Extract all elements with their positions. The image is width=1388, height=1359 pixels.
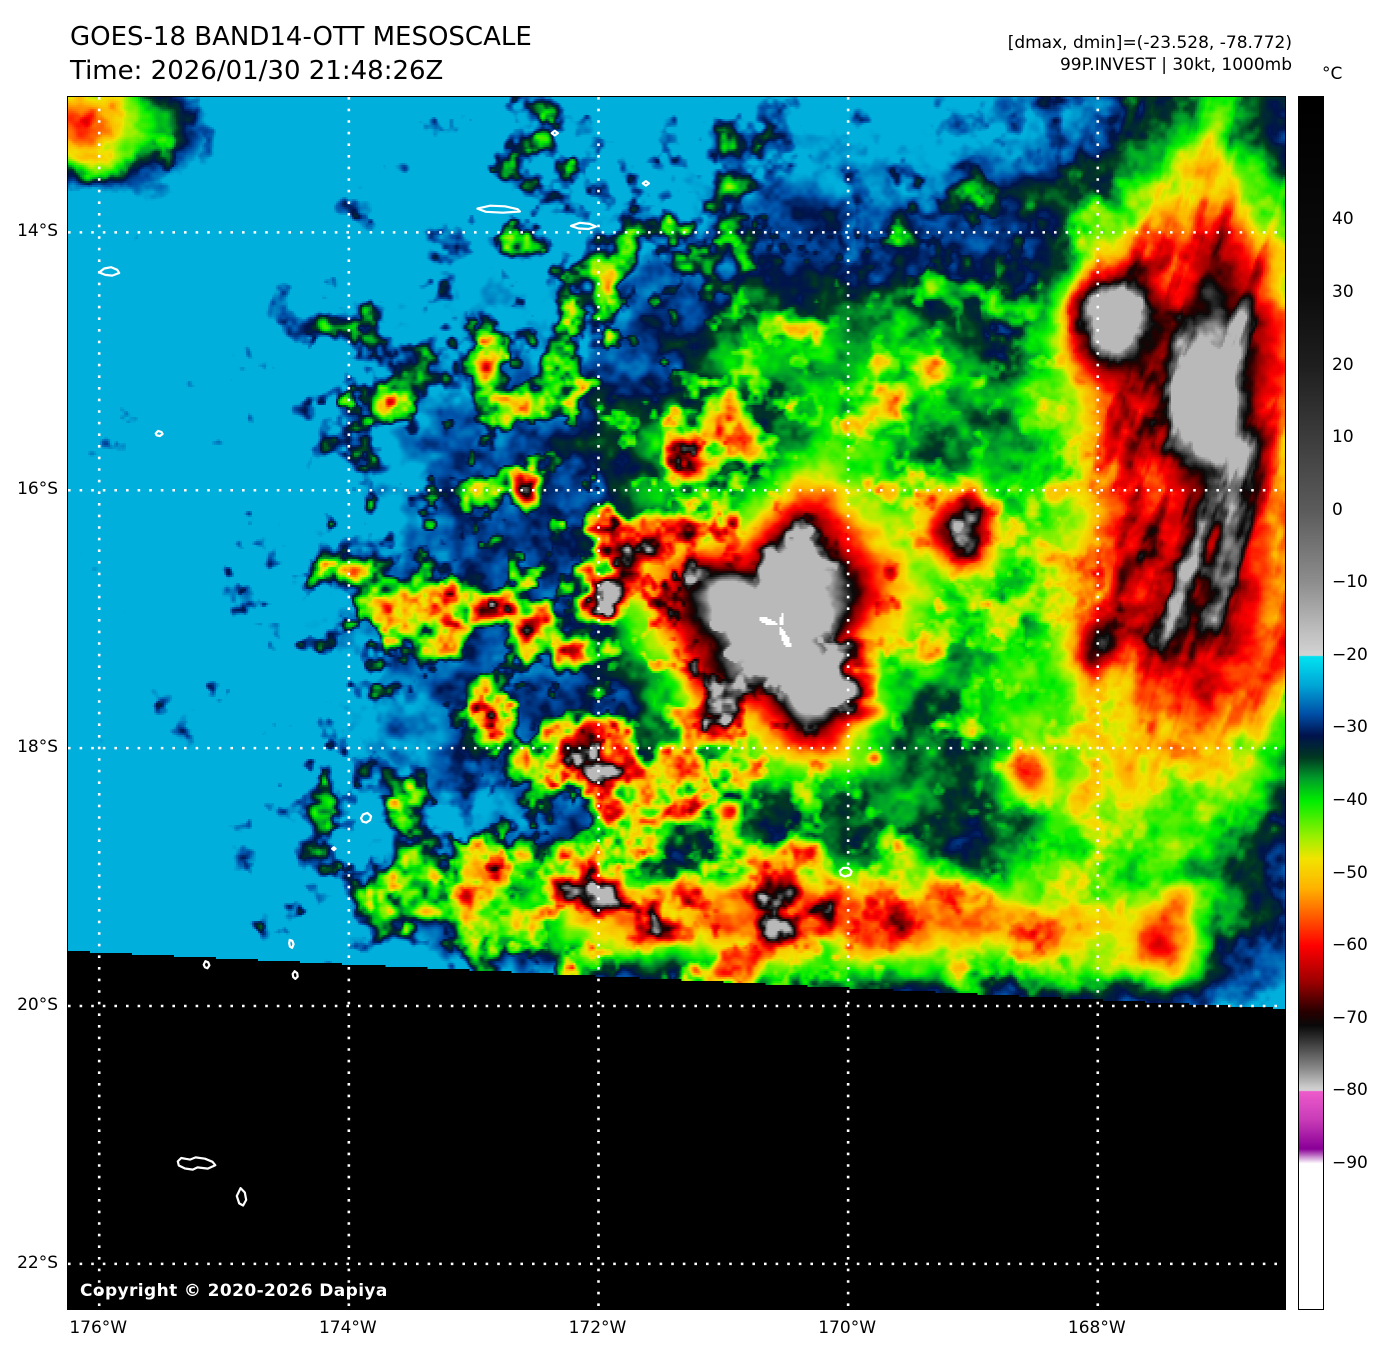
y-tick-2: 18°S	[17, 737, 99, 757]
colorbar-tick-2: 20	[1332, 354, 1354, 375]
satellite-image-plot[interactable]: Copyright © 2020-2026 Dapiya	[67, 96, 1286, 1310]
colorbar-unit-label: °C	[1322, 64, 1343, 84]
island-tiny-top-coastline	[550, 129, 559, 137]
island-tiny-n3-coastline	[641, 179, 651, 187]
island-group-n2-coastline	[569, 221, 598, 231]
island-e-coastline	[838, 866, 853, 878]
x-tick-3: 170°W	[818, 1318, 877, 1338]
colorbar-tick-0: 40	[1332, 209, 1354, 230]
island-tiny-mid2-coastline	[331, 846, 337, 852]
coastline-overlay	[98, 129, 853, 1207]
colorbar-tick-12: −80	[1332, 1080, 1368, 1101]
satellite-imagery-canvas	[68, 97, 1285, 1309]
colorbar-tick-8: −40	[1332, 789, 1368, 810]
y-tick-label: 16°S	[17, 479, 58, 500]
island-small-w-coastline	[154, 429, 164, 438]
timestamp-label: Time: 2026/01/30 21:48:26Z	[70, 56, 444, 86]
y-tick-4: 22°S	[17, 1253, 99, 1273]
x-tick-1: 174°W	[318, 1318, 377, 1338]
island-s5-coastline	[235, 1186, 248, 1207]
colorbar-tick-11: −70	[1332, 1007, 1368, 1028]
y-tick-1: 16°S	[17, 479, 99, 499]
island-group-n1-coastline	[476, 204, 521, 214]
metadata-block: [dmax, dmin]=(-23.528, -78.772) 99P.INVE…	[1008, 32, 1292, 76]
y-tick-label: 14°S	[17, 221, 58, 242]
graticule-overlay	[68, 97, 1285, 1309]
island-s2-coastline	[288, 938, 295, 950]
plot-inner	[68, 97, 1285, 1309]
colorbar-tick-3: 10	[1332, 427, 1354, 448]
y-tick-0: 14°S	[17, 221, 99, 241]
copyright-label: Copyright © 2020-2026 Dapiya	[80, 1281, 388, 1301]
x-tick-0: 176°W	[69, 1318, 128, 1338]
title-block: GOES-18 BAND14-OTT MESOSCALE Time: 2026/…	[70, 20, 532, 88]
island-s3-coastline	[291, 970, 299, 981]
island-group-nw-coastline	[98, 266, 121, 277]
x-tick-4: 168°W	[1067, 1318, 1126, 1338]
colorbar-tick-5: −10	[1332, 572, 1368, 593]
colorbar[interactable]	[1298, 96, 1324, 1310]
y-tick-label: 22°S	[17, 1252, 58, 1273]
island-mid-coastline	[359, 811, 373, 824]
y-tick-label: 20°S	[17, 995, 58, 1015]
colorbar-tick-13: −90	[1332, 1152, 1368, 1173]
data-minmax-label: [dmax, dmin]=(-23.528, -78.772)	[1007, 33, 1292, 53]
island-s4-coastline	[176, 1156, 217, 1171]
page-title: GOES-18 BAND14-OTT MESOSCALE	[70, 22, 532, 52]
x-tick-2: 172°W	[568, 1318, 627, 1338]
colorbar-tick-9: −50	[1332, 862, 1368, 883]
colorbar-tick-7: −30	[1332, 717, 1368, 738]
colorbar-gradient	[1299, 97, 1323, 1309]
storm-info-label: 99P.INVEST | 30kt, 1000mb	[1059, 55, 1292, 75]
colorbar-tick-4: 0	[1332, 499, 1343, 520]
y-tick-3: 20°S	[17, 995, 99, 1015]
y-tick-label: 18°S	[17, 737, 58, 758]
island-s1-coastline	[202, 960, 211, 970]
colorbar-tick-6: −20	[1332, 644, 1368, 665]
colorbar-tick-10: −60	[1332, 935, 1368, 956]
colorbar-tick-1: 30	[1332, 281, 1354, 302]
